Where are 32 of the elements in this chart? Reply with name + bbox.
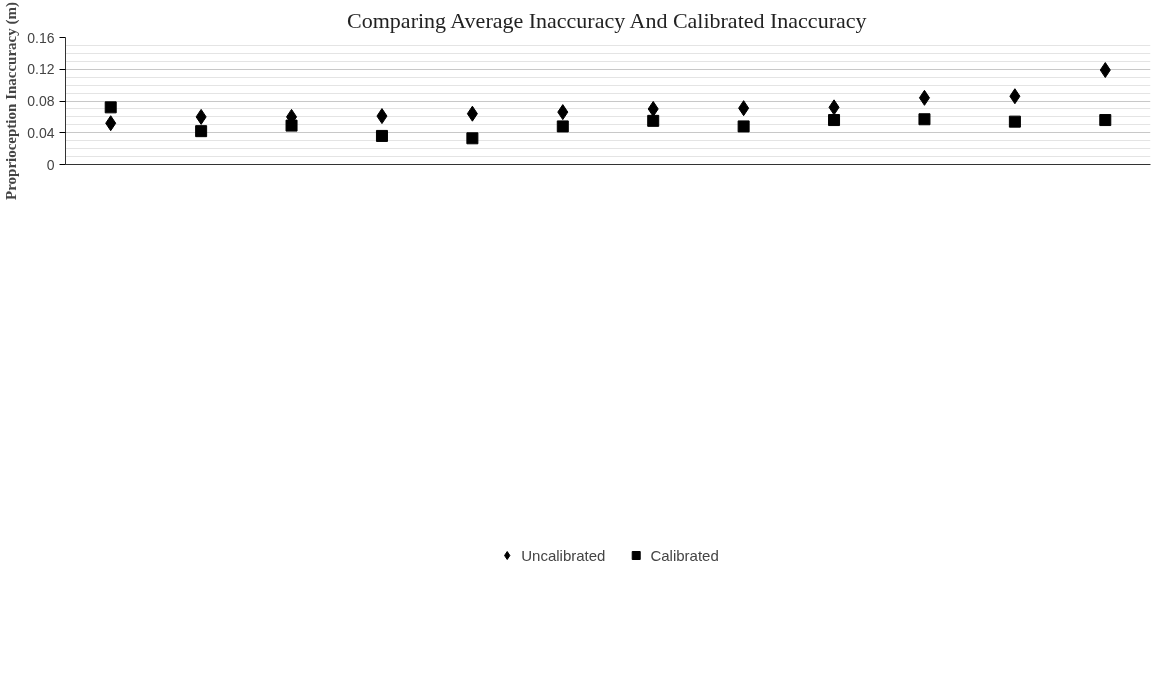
point [466, 132, 479, 145]
point [1009, 88, 1021, 105]
y-tick-label: 0.12 [27, 61, 55, 78]
legend-label: Uncalibrated [521, 546, 606, 564]
point [285, 119, 298, 132]
y-tick-label: 0.16 [27, 29, 55, 46]
point [105, 115, 117, 132]
point [828, 99, 840, 116]
point [1008, 115, 1021, 128]
point [918, 89, 930, 106]
point [647, 100, 659, 117]
point [738, 100, 750, 117]
point [375, 129, 388, 142]
legend-label: Calibrated [650, 546, 719, 564]
point [195, 108, 207, 125]
y-axis-title: Proprioception Inaccuracy (m) [3, 1, 21, 201]
point [557, 104, 569, 121]
point [647, 114, 660, 127]
point [466, 105, 478, 122]
point [376, 108, 388, 125]
point [556, 120, 569, 133]
point [918, 113, 931, 126]
point [828, 114, 841, 127]
y-tick-label: 0.04 [27, 124, 55, 141]
chart-title: Comparing Average Inaccuracy And Calibrated Inaccuracy [347, 7, 867, 33]
point [195, 125, 208, 138]
point [104, 101, 117, 114]
point [737, 120, 750, 133]
y-tick-label: 0.08 [27, 93, 55, 109]
point [1099, 114, 1112, 127]
point [1099, 62, 1111, 79]
y-tick-label: 0 [46, 156, 55, 173]
